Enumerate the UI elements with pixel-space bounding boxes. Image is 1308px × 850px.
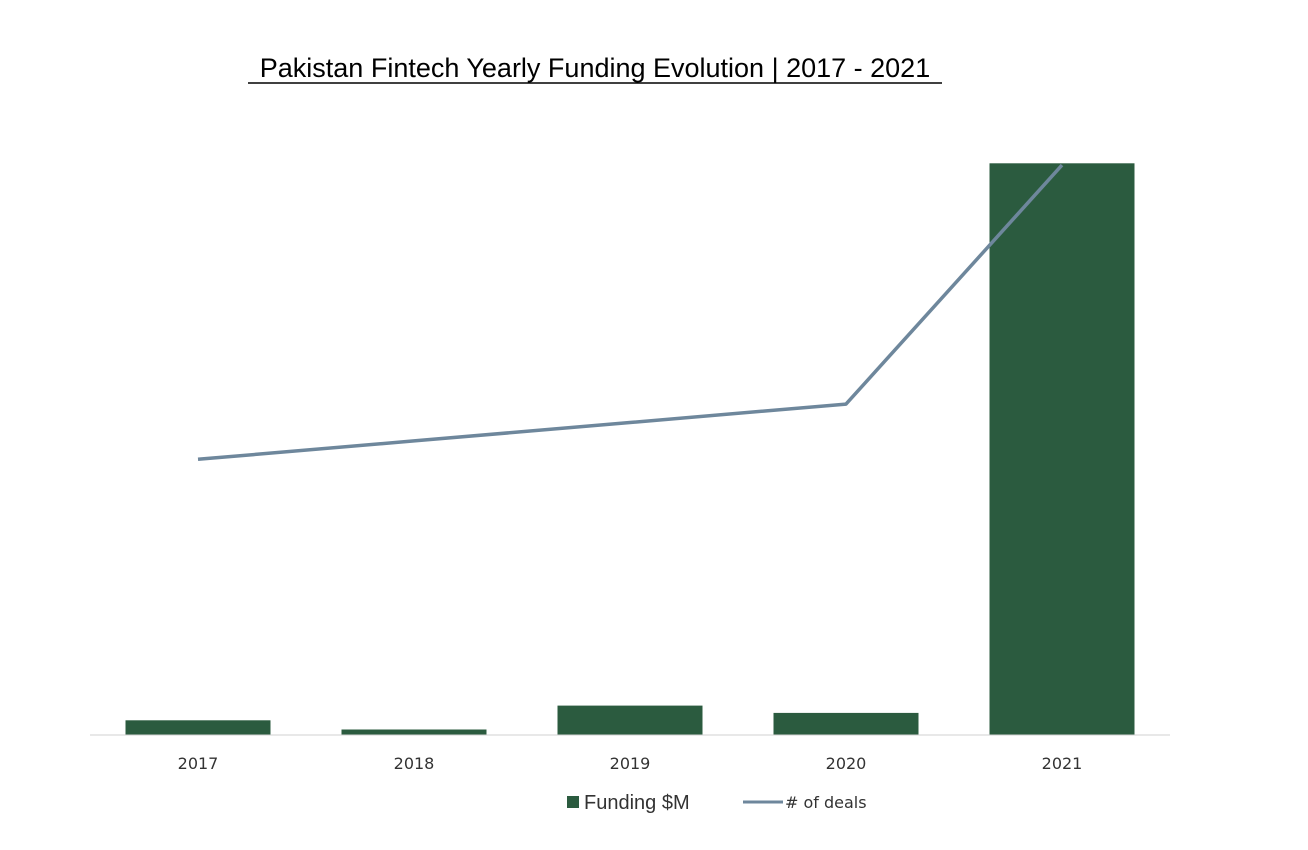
chart-title: Pakistan Fintech Yearly Funding Evolutio… (260, 53, 930, 83)
funding-bar-2019 (557, 705, 703, 735)
funding-bar-2020 (773, 712, 919, 735)
funding-bar-2021 (989, 163, 1135, 736)
funding-bar-2017 (125, 720, 271, 735)
x-tick-label-2020: 2020 (826, 754, 867, 773)
x-tick-label-2017: 2017 (178, 754, 219, 773)
deals-line-series (197, 163, 1064, 462)
legend-funding-label: Funding $M (584, 792, 690, 814)
funding-bar-2018 (341, 729, 487, 735)
legend-deals-label: # of deals (785, 793, 867, 812)
x-tick-label-2021: 2021 (1042, 754, 1083, 773)
funding-bars (125, 163, 1135, 736)
x-axis-ticks: 2017 2018 2019 2020 2021 (178, 754, 1083, 773)
legend: Funding $M # of deals (567, 792, 867, 814)
deals-line (197, 163, 1064, 462)
x-tick-label-2018: 2018 (394, 754, 435, 773)
legend-funding-swatch (567, 796, 579, 808)
x-tick-label-2019: 2019 (610, 754, 651, 773)
